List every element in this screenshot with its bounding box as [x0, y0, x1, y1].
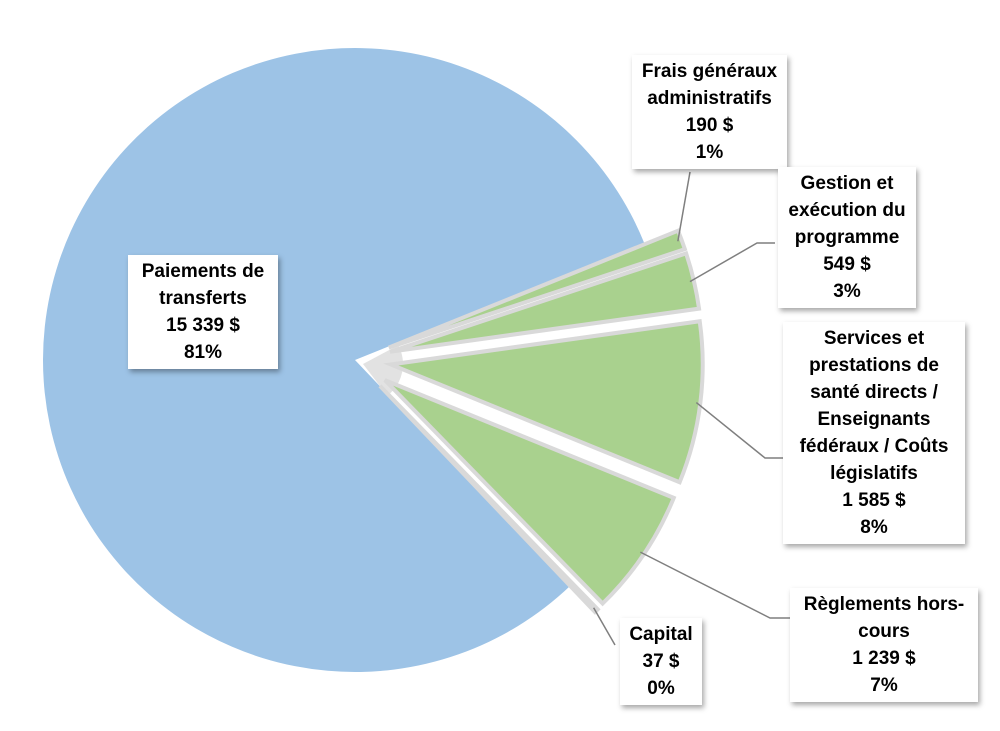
label-line: Gestion et: [800, 173, 894, 194]
label-paiements-de-transferts: Paiements de transferts 15 339 $ 81%: [128, 255, 278, 369]
label-reglements-hors-cours: Règlements hors- cours 1 239 $ 7%: [790, 588, 978, 702]
label-line: législatifs: [830, 463, 918, 484]
label-line: Paiements de: [141, 261, 265, 282]
label-percent: 8%: [860, 517, 888, 538]
label-line: exécution du: [788, 200, 906, 221]
leader-line: [640, 551, 790, 619]
label-line: Frais généraux: [641, 61, 778, 82]
pie-slice: [389, 250, 702, 354]
label-line: transferts: [159, 288, 247, 309]
leader-line: [689, 242, 775, 283]
leader-line: [677, 171, 691, 242]
label-percent: 1%: [695, 142, 724, 163]
label-line: programme: [794, 227, 900, 248]
leader-line: [695, 402, 783, 459]
label-line: prestations de: [809, 355, 939, 376]
label-amount: 549 $: [823, 254, 871, 275]
label-percent: 0%: [647, 678, 675, 699]
label-percent: 81%: [183, 342, 223, 363]
label-amount: 1 239 $: [852, 648, 916, 669]
label-services-prestations: Services et prestations de santé directs…: [783, 322, 965, 544]
label-line: santé directs /: [810, 382, 938, 403]
leader-line: [592, 607, 616, 646]
label-percent: 3%: [833, 281, 861, 302]
label-amount: 1 585 $: [842, 490, 906, 511]
label-line: cours: [858, 621, 910, 642]
label-gestion-execution: Gestion et exécution du programme 549 $ …: [778, 167, 916, 308]
label-line: Règlements hors-: [803, 594, 965, 615]
pie-slice: [42, 48, 645, 672]
label-line: administratifs: [647, 88, 772, 109]
label-amount: 15 339 $: [166, 315, 240, 336]
label-line: Capital: [629, 624, 693, 645]
label-amount: 37 $: [642, 651, 680, 672]
pie-slice: [388, 228, 688, 350]
label-line: fédéraux / Coûts: [799, 436, 949, 457]
label-frais-generaux: Frais généraux administratifs 190 $ 1%: [632, 55, 787, 169]
label-line: Enseignants: [817, 409, 931, 430]
label-amount: 190 $: [685, 115, 734, 136]
pie-slice: [378, 384, 601, 615]
pie-slice: [383, 319, 705, 485]
label-capital: Capital 37 $ 0%: [620, 618, 702, 705]
label-line: Services et: [823, 328, 925, 349]
label-percent: 7%: [870, 675, 898, 696]
